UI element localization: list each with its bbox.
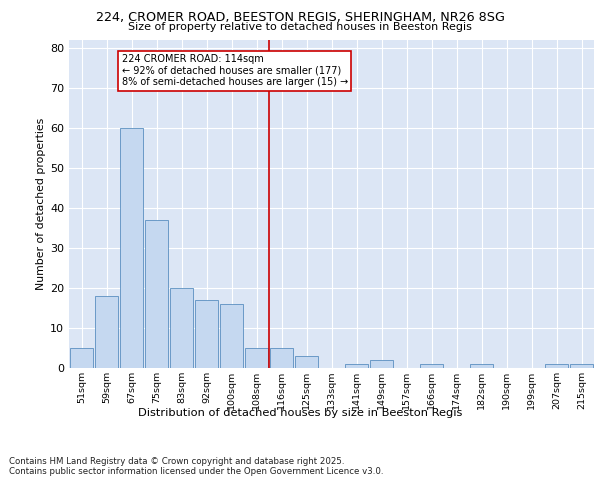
Bar (370, 360, 394, 368)
Text: Size of property relative to detached houses in Beeston Regis: Size of property relative to detached ho… (128, 22, 472, 32)
Text: Contains HM Land Registry data © Crown copyright and database right 2025.: Contains HM Land Registry data © Crown c… (9, 457, 344, 466)
Bar (569, 364, 593, 368)
Bar (220, 304, 244, 368)
Y-axis label: Number of detached properties: Number of detached properties (36, 118, 46, 290)
Bar (545, 364, 568, 368)
Bar (245, 348, 268, 368)
Bar (119, 128, 143, 368)
Bar (269, 348, 293, 368)
Bar (70, 348, 94, 368)
Bar (170, 288, 193, 368)
Bar (419, 364, 443, 368)
Text: Contains public sector information licensed under the Open Government Licence v3: Contains public sector information licen… (9, 467, 383, 476)
Bar (295, 356, 319, 368)
Text: 224, CROMER ROAD, BEESTON REGIS, SHERINGHAM, NR26 8SG: 224, CROMER ROAD, BEESTON REGIS, SHERING… (95, 11, 505, 24)
Bar (95, 296, 118, 368)
Text: Distribution of detached houses by size in Beeston Regis: Distribution of detached houses by size … (138, 408, 462, 418)
Bar (344, 364, 368, 368)
Bar (470, 364, 493, 368)
Text: 224 CROMER ROAD: 114sqm
← 92% of detached houses are smaller (177)
8% of semi-de: 224 CROMER ROAD: 114sqm ← 92% of detache… (121, 54, 348, 87)
Bar (145, 220, 169, 368)
Bar (194, 300, 218, 368)
